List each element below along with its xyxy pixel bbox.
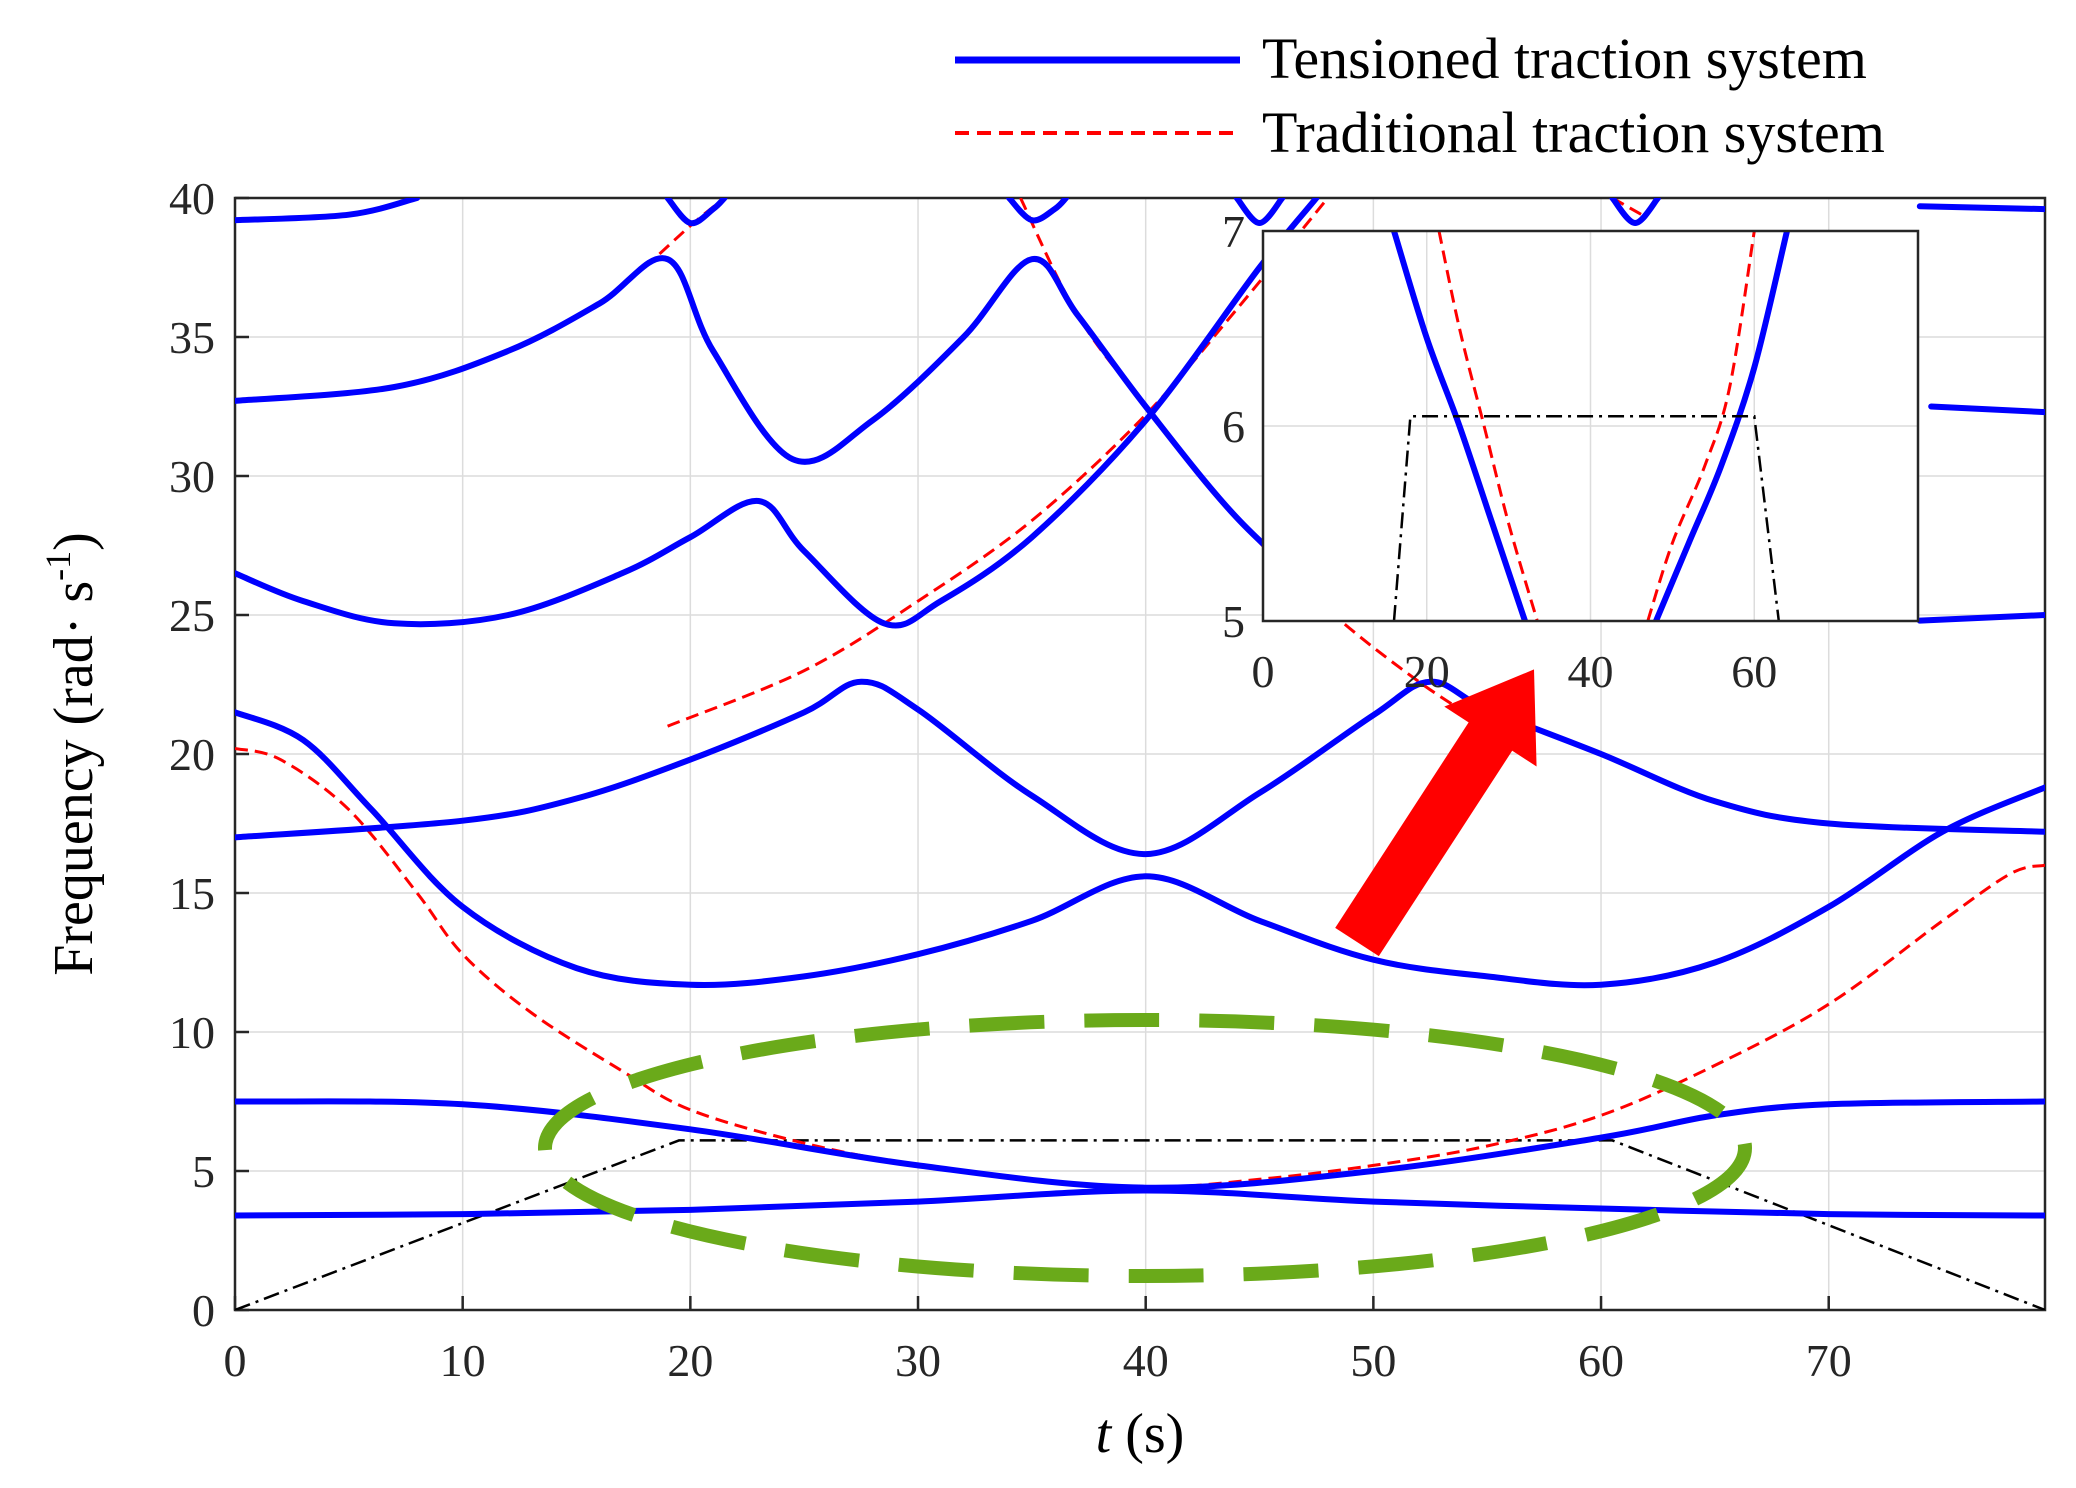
series-tensioned-mode-7: [235, 198, 421, 224]
x-tick-label: 20: [667, 1335, 713, 1386]
y-tick-label: 40: [169, 173, 215, 224]
y-tick-label: 35: [169, 312, 215, 363]
inset-y-tick-label: 7: [1222, 206, 1245, 257]
x-tick-label: 50: [1350, 1335, 1396, 1386]
inset-series: [1391, 231, 1790, 621]
inset-x-tick-label: 0: [1252, 646, 1275, 697]
main-axes-box: [233, 196, 2047, 1312]
y-tick-label: 30: [169, 451, 215, 502]
inset-series-inset-traditional-right: [1646, 231, 1756, 621]
inset-axes-box: [1261, 229, 1920, 623]
x-tick-label: 0: [224, 1335, 247, 1386]
inset-series-inset-tensioned-left: [1391, 231, 1528, 621]
series-tensioned-upper-right-1: [1916, 203, 2045, 213]
series-tensioned-cusp-1: [664, 198, 728, 227]
inset-tick-labels: 0 20 40 60 5 6 7: [1222, 206, 1777, 697]
series-tensioned-upper-right-2: [1928, 403, 2045, 416]
series-tensioned-cusp-2: [1006, 198, 1069, 224]
y-tick-label: 5: [192, 1146, 215, 1197]
zoom-arrow: [1335, 669, 1537, 957]
y-tick-label: 10: [169, 1007, 215, 1058]
x-tick-label: 40: [1123, 1335, 1169, 1386]
series-tensioned-mode-5: [235, 198, 1320, 629]
series-tensioned-mode-4: [235, 678, 2045, 858]
y-tick-label: 25: [169, 590, 215, 641]
inset-series-inset-speed-profile: [1392, 415, 1781, 621]
inset-y-tick-label: 6: [1222, 401, 1245, 452]
inset-series-inset-tensioned-right: [1653, 231, 1790, 621]
inset-y-tick-label: 5: [1222, 596, 1245, 647]
y-axis-title: Frequency (rad· s-1): [38, 532, 105, 976]
inset-series-inset-traditional-left: [1437, 231, 1539, 621]
legend-label-traditional: Traditional traction system: [1262, 100, 1885, 165]
y-tick-label: 15: [169, 868, 215, 919]
series-tensioned-mode-6: [235, 255, 1331, 605]
x-tick-label: 60: [1578, 1335, 1624, 1386]
y-tick-label: 20: [169, 729, 215, 780]
series-tensioned-cusp-4: [1609, 198, 1661, 226]
series-tensioned-cusp-3: [1233, 198, 1286, 226]
inset-x-tick-label: 60: [1731, 646, 1777, 697]
highlight-ellipse: [538, 1013, 1752, 1283]
y-tick-label: 0: [192, 1285, 215, 1336]
inset-x-tick-label: 20: [1404, 646, 1450, 697]
legend-label-tensioned: Tensioned traction system: [1262, 26, 1867, 91]
x-tick-label: 10: [440, 1335, 486, 1386]
x-axis-title: t (s): [1096, 1403, 1185, 1465]
series-tensioned-mode-2: [235, 1098, 2045, 1191]
series-tensioned-mode-3: [235, 709, 2045, 989]
series-tensioned-upper-right-3: [1916, 612, 2045, 624]
series-traditional-mode-2: [667, 198, 1329, 728]
x-tick-label: 30: [895, 1335, 941, 1386]
series-speed-profile: [235, 1139, 2045, 1310]
series-traditional-mode-1: [235, 746, 2045, 1190]
x-tick-label: 70: [1806, 1335, 1852, 1386]
legend: Tensioned traction system Traditional tr…: [955, 26, 1885, 165]
inset-x-tick-label: 40: [1568, 646, 1614, 697]
main-series: [235, 198, 2045, 1310]
